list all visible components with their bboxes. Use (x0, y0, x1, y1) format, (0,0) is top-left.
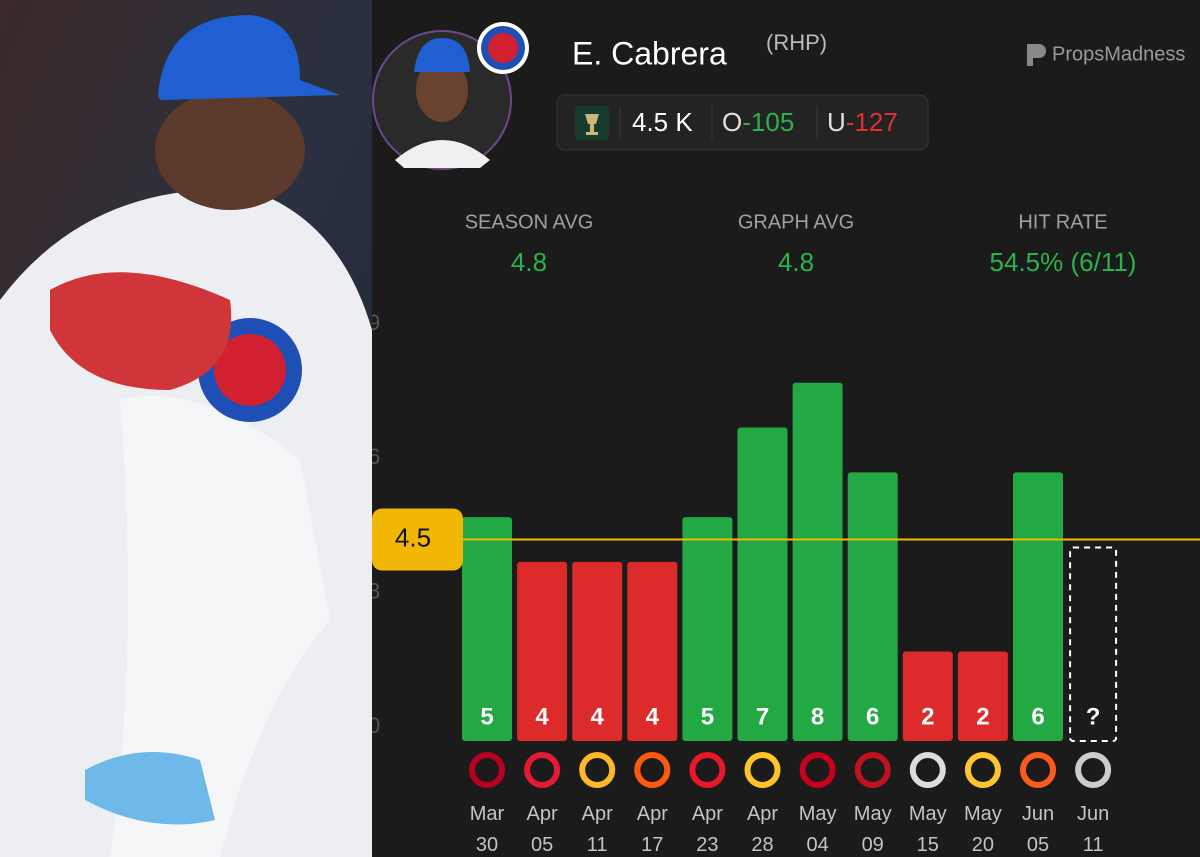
stat-label: HIT RATE (1018, 211, 1107, 233)
opponent-logo (964, 752, 1001, 788)
avatar-jersey (395, 140, 490, 168)
opponent-logo (744, 752, 781, 788)
x-tick-label: May 09 (853, 803, 892, 856)
bar-value-label: 4 (591, 703, 605, 730)
prop-line: 4.5 K (632, 107, 693, 137)
stat-value: 4.8 (511, 247, 547, 277)
x-tick-label: Apr 17 (636, 803, 668, 856)
bar-value-label: 4 (646, 703, 660, 730)
placeholder-bar (1069, 546, 1118, 742)
opponent-logo (799, 752, 836, 788)
x-tick-label: Apr 11 (581, 803, 613, 856)
x-tick-label: Apr 23 (691, 803, 723, 856)
x-tick-label: Apr 05 (526, 803, 558, 856)
avatar-face (416, 58, 468, 122)
stat-value: 4.8 (778, 247, 814, 277)
bar-value-label: 2 (921, 703, 934, 730)
bar (627, 561, 678, 741)
bar-value-label: 4 (535, 703, 549, 730)
bar-value-label: 5 (480, 703, 493, 730)
opponent-logo (1020, 752, 1056, 788)
bar-value-label: 5 (701, 703, 714, 730)
bar-value-label: 7 (756, 703, 769, 730)
opponent-logo (854, 752, 891, 788)
prop-pill (556, 94, 929, 151)
photo (0, 0, 372, 857)
opponent-logo (469, 752, 505, 788)
bar (792, 382, 843, 741)
x-tick-label: May 15 (908, 803, 947, 856)
stat-label: GRAPH AVG (738, 211, 854, 233)
x-tick-label: Jun 11 (1076, 803, 1110, 856)
bar (517, 561, 568, 741)
over-odds: O-105 (722, 107, 794, 137)
opponent-logo (524, 752, 561, 788)
bar (682, 517, 733, 741)
bar (462, 517, 512, 741)
bar (902, 651, 953, 741)
position: (RHP) (766, 30, 827, 55)
opponent-logo (579, 752, 616, 788)
x-tick-label: Jun 05 (1021, 803, 1055, 856)
threshold-badge (372, 508, 463, 571)
bar (847, 472, 898, 741)
x-tick-label: May 04 (798, 803, 837, 856)
under-odds: U-127 (827, 107, 898, 137)
avatar-cap (414, 38, 470, 72)
opponent-logo (634, 752, 671, 788)
opponent-logo (1075, 752, 1112, 788)
bar-value-label: ? (1086, 703, 1101, 730)
bar-value-label: 6 (866, 703, 879, 730)
stat-label: SEASON AVG (465, 211, 594, 233)
bar (957, 651, 1008, 741)
brand: PropsMadness (1052, 43, 1185, 65)
opponent-logo (689, 752, 726, 788)
player-name: E. Cabrera (572, 35, 727, 71)
x-tick-label: Mar 30 (469, 803, 505, 856)
bar-value-label: 8 (811, 703, 824, 730)
stat-value: 54.5% (6/11) (990, 247, 1137, 277)
opponent-logo (909, 752, 946, 788)
bar (572, 561, 623, 741)
threshold-label: 4.5 (395, 522, 431, 552)
x-tick-label: Apr 28 (746, 803, 779, 856)
brand-icon (1027, 44, 1046, 66)
bar-value-label: 2 (976, 703, 989, 730)
x-tick-label: May 20 (963, 803, 1002, 856)
bar (1013, 472, 1063, 741)
bar-value-label: 6 (1031, 703, 1044, 730)
bar (737, 427, 788, 741)
